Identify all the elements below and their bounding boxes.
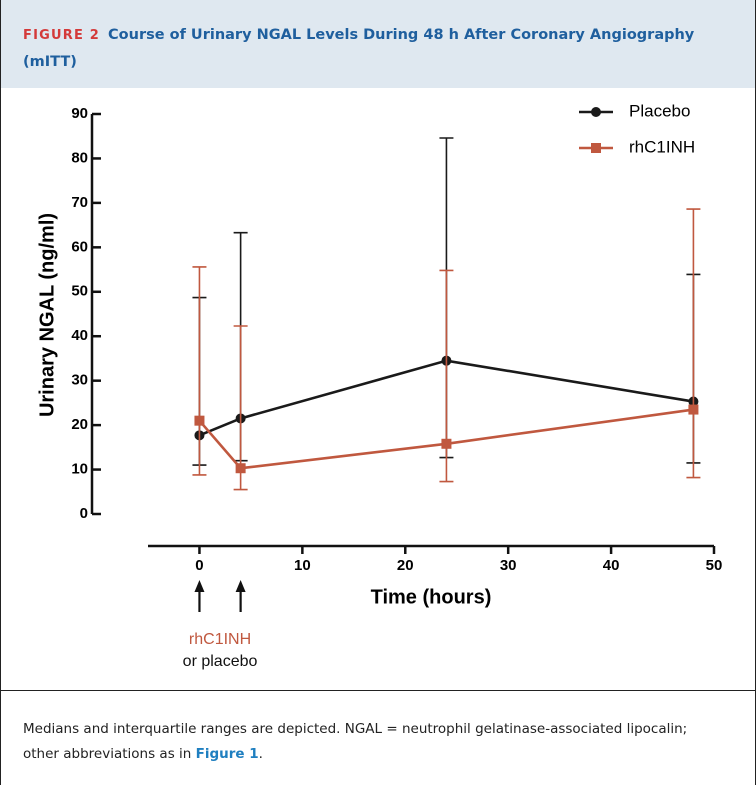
x-tick-label: 50 — [706, 557, 723, 574]
y-tick-label: 60 — [71, 238, 88, 255]
legend-label: Placebo — [629, 101, 690, 120]
y-tick-label: 50 — [71, 283, 88, 300]
x-tick-label: 40 — [603, 557, 620, 574]
marker — [235, 463, 246, 474]
arrow-head — [235, 580, 246, 592]
error-bar — [686, 208, 701, 479]
y-axis-label: Urinary NGAL (ng/ml) — [36, 213, 58, 417]
caption-text: . — [258, 746, 263, 762]
error-bar — [192, 266, 207, 476]
x-tick-label: 20 — [397, 557, 414, 574]
series-line — [198, 359, 694, 437]
marker — [688, 404, 699, 415]
y-tick-label: 40 — [71, 327, 88, 344]
x-axis-label: Time (hours) — [371, 586, 492, 608]
marker — [441, 438, 452, 449]
y-tick-label: 10 — [71, 461, 88, 478]
marker — [194, 415, 205, 426]
y-tick-label: 20 — [71, 416, 88, 433]
y-tick-label: 0 — [80, 505, 88, 522]
error-bar — [233, 325, 248, 491]
x-tick-label: 10 — [294, 557, 311, 574]
caption-text: Medians and interquartile ranges are dep… — [23, 721, 688, 762]
figure-link[interactable]: Figure 1 — [195, 746, 259, 762]
arrow-head — [194, 580, 205, 592]
figure-title: Course of Urinary NGAL Levels During 48 … — [23, 27, 695, 70]
legend-label: rhC1INH — [629, 137, 695, 156]
annotation-text: or placebo — [183, 653, 258, 670]
figure-header: FIGURE 2 Course of Urinary NGAL Levels Du… — [1, 0, 755, 88]
legend-marker — [591, 107, 601, 117]
figure-label: FIGURE 2 — [23, 28, 101, 43]
y-tick-label: 90 — [71, 105, 88, 122]
chart: 0 10 20 30 40 50 60 70 80 90 0 10 20 30 40 50 Time (hour… — [36, 101, 723, 670]
x-tick-label: 30 — [500, 557, 517, 574]
legend-marker — [591, 143, 601, 153]
error-bar — [439, 269, 454, 483]
divider — [1, 690, 755, 691]
y-tick-label: 30 — [71, 372, 88, 389]
annotation-text: rhC1INH — [189, 631, 251, 648]
y-tick-label: 80 — [71, 149, 88, 166]
caption: Medians and interquartile ranges are dep… — [23, 717, 723, 767]
y-tick-label: 70 — [71, 194, 88, 211]
series-line — [198, 408, 694, 470]
x-tick-label: 0 — [195, 557, 203, 574]
